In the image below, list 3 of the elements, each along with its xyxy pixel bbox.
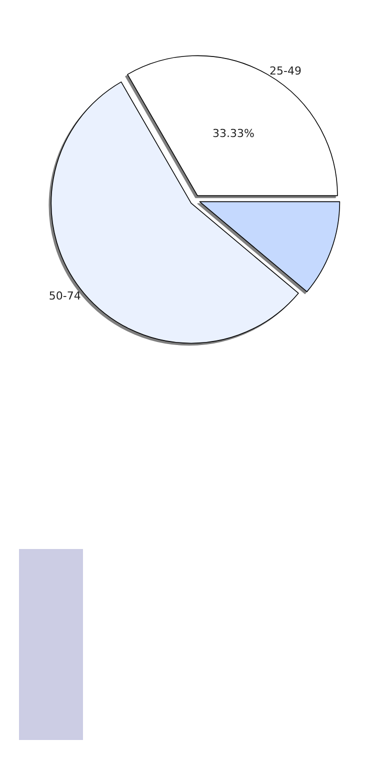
slice-label: 25-49 (270, 64, 302, 78)
slice-label: 50-74 (48, 289, 81, 302)
data-label: 33.33% (212, 126, 254, 140)
